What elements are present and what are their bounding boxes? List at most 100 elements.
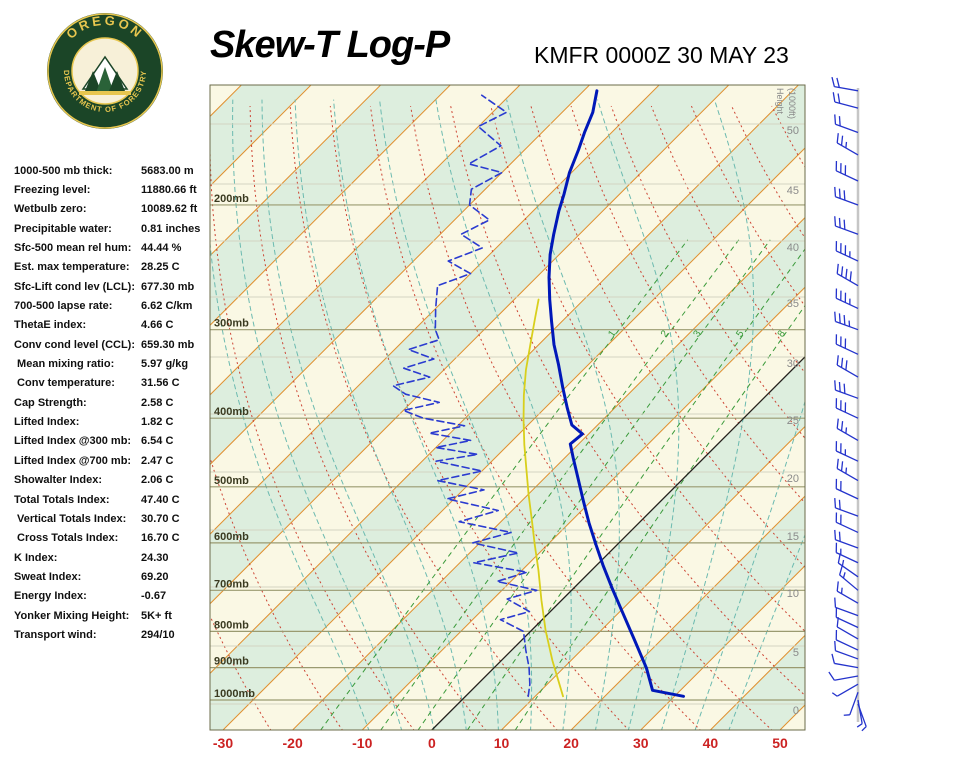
temp-axis-labels: -30 -20 -10 0 10 20 30 40 50 [213,735,788,751]
wind-barb [834,311,859,331]
odf-logo: OREGON DEPARTMENT OF FORESTRY [47,13,163,129]
svg-text:15: 15 [787,531,799,543]
stat-row: Energy Index: -0.67 [14,587,214,606]
wind-barb [834,114,859,134]
stat-row: Cross Totals Index: 16.70 C [14,529,214,548]
svg-text:50: 50 [787,125,799,137]
wind-barbs [828,76,867,732]
stat-value: 5K+ ft [141,609,172,622]
svg-text:700mb: 700mb [214,578,249,590]
stat-label: Total Totals Index: [14,493,110,506]
stat-label: Wetbulb zero: [14,203,87,216]
svg-text:30: 30 [787,358,799,370]
stat-row: Showalter Index: 2.06 C [14,471,214,490]
wind-barb [836,263,859,287]
stat-row: Transport wind: 294/10 [14,625,214,644]
wind-barb [836,355,859,378]
stat-row: ThetaE index: 4.66 C [14,316,214,335]
svg-text:600mb: 600mb [214,531,249,543]
svg-text:-20: -20 [283,735,303,751]
stat-value: 28.25 C [141,261,180,274]
stat-value: 6.62 C/km [141,300,193,313]
stat-label: Vertical Totals Index: [14,512,127,525]
stat-label: Precipitable water: [14,222,112,235]
stat-value: 6.54 C [141,435,174,448]
wind-barb [834,380,859,399]
stat-label: 1000-500 mb thick: [14,164,113,177]
wind-barb [836,133,859,156]
stat-label: Lifted Index @300 mb: [14,435,132,448]
stat-row: Precipitable water: 0.81 inches [14,219,214,238]
stat-row: Lifted Index @300 mb: 6.54 C [14,432,214,451]
wind-barb [834,498,859,517]
stat-value: 659.30 mb [141,338,195,351]
wind-barb [843,692,859,716]
stat-label: Sfc-Lift cond lev (LCL): [14,280,135,293]
svg-text:200mb: 200mb [214,193,249,205]
svg-text:20: 20 [787,473,799,485]
wind-barb [828,671,859,681]
stat-value: -0.67 [141,590,167,603]
height-axis-title-units: (1000ft) [787,88,797,119]
svg-text:1000mb: 1000mb [214,688,255,700]
stat-value: 4.66 C [141,319,174,332]
isotherms [210,85,805,730]
wind-barb [835,441,859,462]
wind-barb [834,640,859,660]
stat-label: Cross Totals Index: [14,532,119,545]
logo-gold-edge [47,13,163,129]
wind-barb [835,160,859,182]
wind-barb [836,418,859,441]
stat-row: Lifted Index @700 mb: 2.47 C [14,451,214,470]
wetbulb-trace [522,298,564,698]
stat-value: 2.58 C [141,396,174,409]
stat-label: 700-500 lapse rate: [14,300,113,313]
stats-panel: 1000-500 mb thick: 5683.00 m Freezing leve… [14,161,214,645]
stat-row: Sfc-500 mean rel hum: 44.44 % [14,238,214,257]
stat-value: 47.40 C [141,493,180,506]
svg-text:0: 0 [793,705,799,717]
wind-barb [835,334,859,355]
stat-row: K Index: 24.30 [14,548,214,567]
stat-row: Mean mixing ratio: 5.97 g/kg [14,354,214,373]
stat-value: 16.70 C [141,532,180,545]
stat-label: Conv temperature: [14,377,115,390]
svg-text:50: 50 [772,735,788,751]
stat-row: Est. max temperature: 28.25 C [14,258,214,277]
page-title: Skew-T Log-P [210,24,450,66]
stat-row: Lifted Index: 1.82 C [14,412,214,431]
stat-label: Energy Index: [14,590,87,603]
svg-text:900mb: 900mb [214,656,249,668]
wind-barb [835,542,859,564]
stat-label: ThetaE index: [14,319,87,332]
stat-row: 700-500 lapse rate: 6.62 C/km [14,296,214,315]
svg-text:20: 20 [563,735,579,751]
svg-text:45: 45 [787,185,799,197]
svg-text:500mb: 500mb [214,475,249,487]
logo-forest-art [79,55,131,95]
stat-row: Sweat Index: 69.20 [14,567,214,586]
stat-label: Conv cond level (CCL): [14,338,136,351]
svg-text:5: 5 [793,647,799,659]
stat-label: Showalter Index: [14,474,103,487]
wind-barb [835,607,859,629]
station-datetime-title: KMFR 0000Z 30 MAY 23 [534,42,789,68]
plot-border [209,84,806,731]
moist-adiabats [210,99,805,730]
stat-row: Freezing level: 11880.66 ft [14,180,214,199]
stat-label: Yonker Mixing Height: [14,609,130,622]
pressure-lines [210,204,805,701]
stat-row: Wetbulb zero: 10089.62 ft [14,200,214,219]
stat-row: 1000-500 mb thick: 5683.00 m [14,161,214,180]
svg-text:10: 10 [787,588,799,600]
stat-label: Lifted Index: [14,416,80,429]
svg-text:2: 2 [659,328,671,339]
stat-value: 0.81 inches [141,222,201,235]
stat-value: 24.30 [141,551,169,564]
svg-text:1: 1 [606,328,618,339]
stat-row: Sfc-Lift cond lev (LCL): 677.30 mb [14,277,214,296]
stat-value: 1.82 C [141,416,174,429]
stat-value: 2.06 C [141,474,174,487]
